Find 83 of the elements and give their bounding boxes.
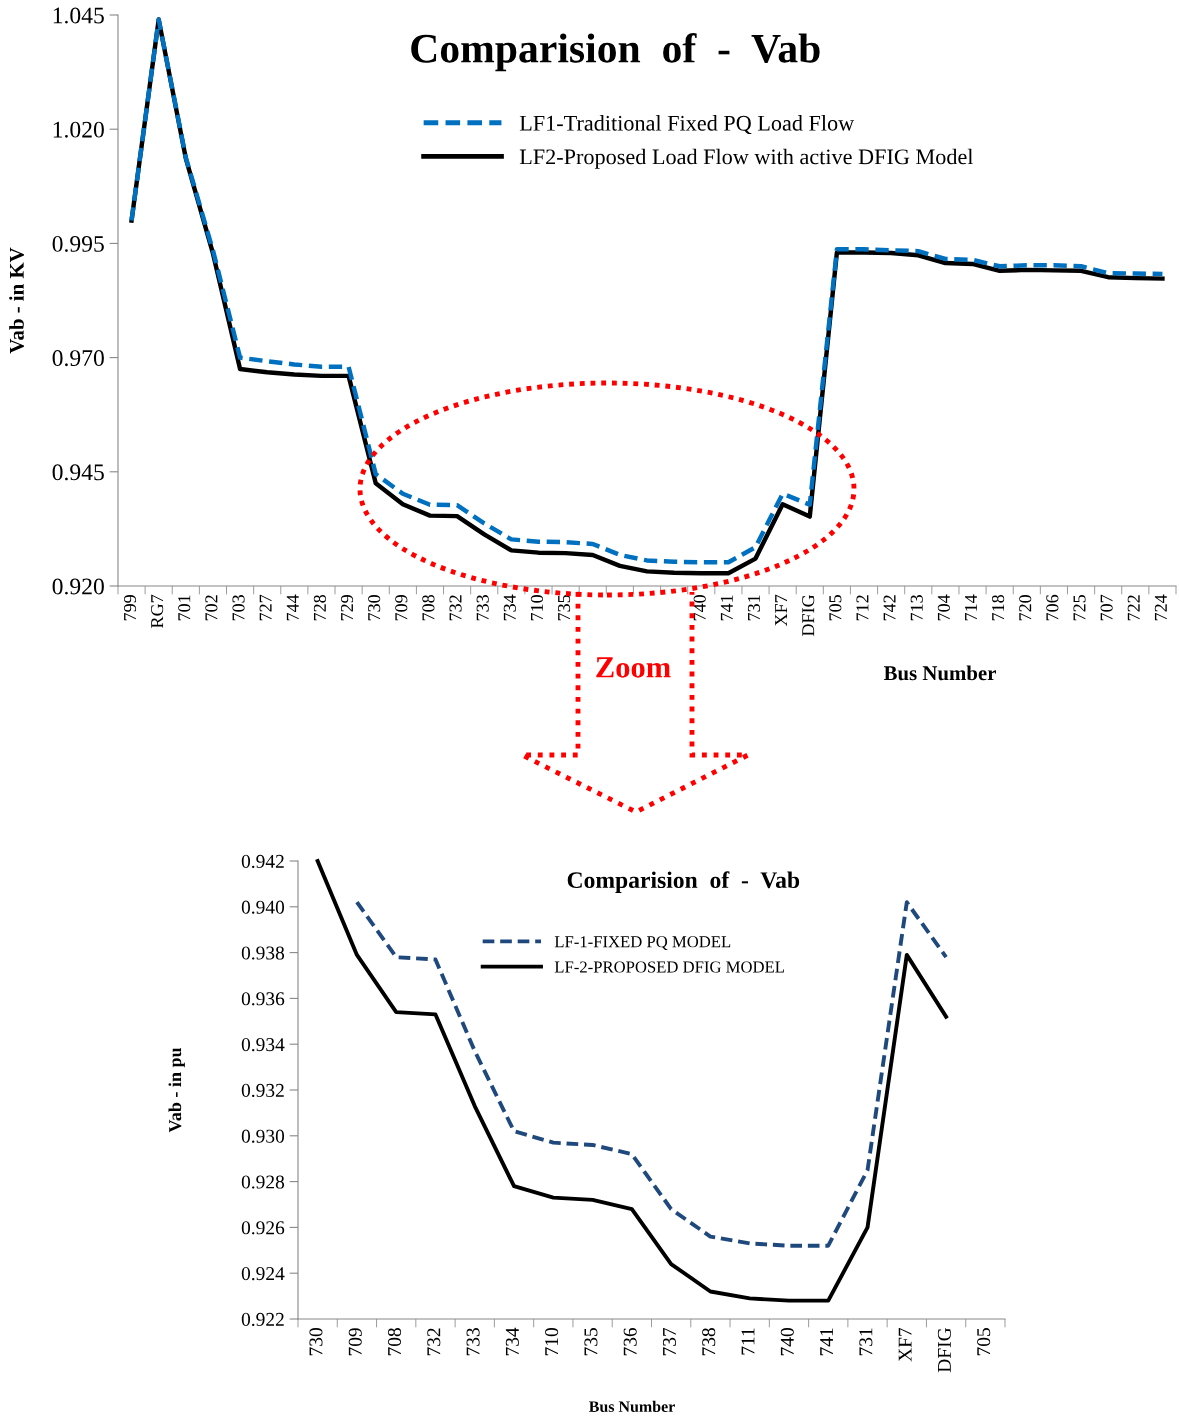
chart-title: Comparision of - Vab [411,33,820,72]
x-tick-label: 705 [977,1328,991,1356]
x-tick-label: 705 [829,595,842,621]
x-tick-label: 736 [623,1327,637,1356]
x-tick-label: 711 [741,1328,755,1355]
y-tick-label: 0.942 [241,854,284,869]
x-tick-label: 729 [340,595,354,621]
x-tick-label: XF7 [898,1327,912,1362]
x-axis-title: Bus Number [883,665,996,681]
y-tick-label: 0.920 [52,578,104,595]
x-tick-label: 727 [259,594,272,621]
legend-label: LF-1-FIXED PQ MODEL [554,936,731,950]
x-tick-label: 732 [449,595,462,621]
x-tick-label: 725 [1073,595,1086,621]
y-tick-label: 0.940 [241,900,285,914]
x-tick-label: 730 [309,1328,323,1356]
x-tick-label: 737 [662,1327,677,1356]
x-tick-label: RG7 [151,594,164,628]
x-tick-label: 744 [286,594,299,621]
x-tick-label: 708 [422,595,435,621]
x-tick-label: 712 [856,595,869,621]
x-tick-label: 738 [702,1328,716,1356]
y-tick-label: 0.934 [241,1038,285,1052]
x-tick-label: 731 [859,1328,873,1356]
x-tick-label: 706 [1046,594,1059,621]
line-series [354,900,949,1248]
x-tick-label: 799 [123,595,137,621]
y-axis-title: Vab - in KV [9,247,24,354]
x-tick-label: DFIG [937,1327,951,1373]
x-tick-label: 702 [205,595,218,621]
x-tick-label: 741 [820,1328,833,1356]
x-tick-label: 733 [466,1328,480,1356]
y-tick-label: 1.045 [53,7,104,24]
x-tick-label: 704 [937,594,950,621]
x-tick-label: 703 [232,595,245,621]
x-tick-label: XF7 [775,594,787,627]
y-tick-label: 1.020 [53,121,104,138]
x-tick-label: 708 [387,1328,402,1356]
x-tick-label: 735 [558,595,571,621]
x-tick-label: 733 [476,595,489,621]
y-tick-label: 0.928 [241,1175,285,1189]
x-tick-label: DFIG [802,594,815,636]
x-tick-label: 730 [368,595,381,621]
x-tick-label: 714 [964,594,977,621]
y-tick-label: 0.945 [52,464,104,481]
x-tick-label: 742 [883,595,896,621]
x-tick-label: 709 [395,595,408,621]
y-tick-label: 0.995 [52,235,104,252]
x-tick-label: 728 [313,595,326,621]
x-axis-title: Bus Number [589,1400,675,1413]
x-tick-label: 713 [910,595,923,621]
y-tick-label: 0.932 [241,1083,284,1098]
x-tick-label: 740 [693,595,706,621]
x-tick-label: 740 [780,1328,794,1356]
x-tick-label: 720 [1019,595,1032,621]
x-tick-label: 718 [992,595,1005,621]
x-tick-label: 707 [1100,594,1113,621]
y-tick-label: 0.924 [241,1267,285,1281]
x-tick-label: 710 [530,595,544,621]
y-tick-label: 0.936 [241,992,285,1006]
legend-label: LF1-Traditional Fixed PQ Load Flow [519,115,855,135]
y-tick-label: 0.926 [241,1221,285,1235]
y-tick-label: 0.922 [241,1312,284,1327]
x-tick-label: 724 [1154,594,1167,621]
line-series [315,859,949,1303]
chart-title: Comparision of - Vab [567,871,800,893]
x-tick-label: 734 [503,594,516,621]
x-tick-label: 734 [505,1327,519,1356]
x-tick-label: 722 [1127,595,1140,621]
x-tick-label: 710 [545,1328,559,1356]
x-tick-label: 731 [747,595,761,621]
x-tick-label: 732 [427,1328,441,1356]
y-axis-title: Vab - in pu [168,1047,185,1133]
y-tick-label: 0.938 [241,946,285,960]
legend-label: LF-2-PROPOSED DFIG MODEL [554,961,784,973]
x-tick-label: 709 [348,1328,362,1356]
x-tick-label: 741 [720,595,733,621]
x-tick-label: 735 [584,1328,598,1356]
y-tick-label: 0.970 [52,350,104,367]
y-tick-label: 0.930 [241,1129,285,1143]
text: Zoom [596,657,671,678]
legend-label: LF2-Proposed Load Flow with active DFIG Model [519,148,974,169]
x-tick-label: 701 [178,595,191,621]
